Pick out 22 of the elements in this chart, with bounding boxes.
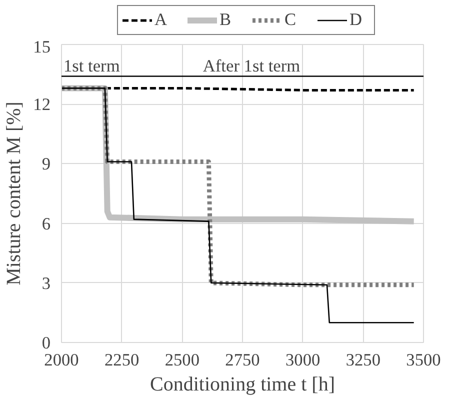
x-tick-label: 2250 — [104, 350, 140, 370]
y-tick-label: 6 — [42, 214, 51, 234]
legend-label: C — [284, 10, 298, 30]
legend-label: B — [220, 10, 232, 30]
x-axis-title: Conditioning time t [h] — [150, 374, 336, 396]
y-tick-label: 15 — [33, 38, 50, 56]
y-axis-title: Misture content M [%] — [3, 102, 26, 286]
x-tick-label: 2000 — [44, 350, 79, 370]
x-tick-label: 2500 — [164, 350, 200, 370]
y-tick-label: 9 — [42, 154, 51, 174]
x-tick-label: 3000 — [286, 350, 320, 370]
y-tick-label: 3 — [42, 274, 51, 293]
annotation: 1st term — [64, 56, 120, 76]
y-tick-label: 12 — [33, 95, 50, 114]
x-tick-label: 3500 — [406, 350, 441, 370]
line-series — [62, 88, 414, 324]
annotation: After 1st term — [202, 56, 301, 76]
x-tick-label: 3250 — [346, 350, 380, 370]
x-tick-label: 2750 — [225, 350, 260, 370]
legend-label: A — [154, 10, 168, 30]
legend-label: D — [350, 10, 364, 30]
y-tick-label: 0 — [42, 334, 51, 352]
